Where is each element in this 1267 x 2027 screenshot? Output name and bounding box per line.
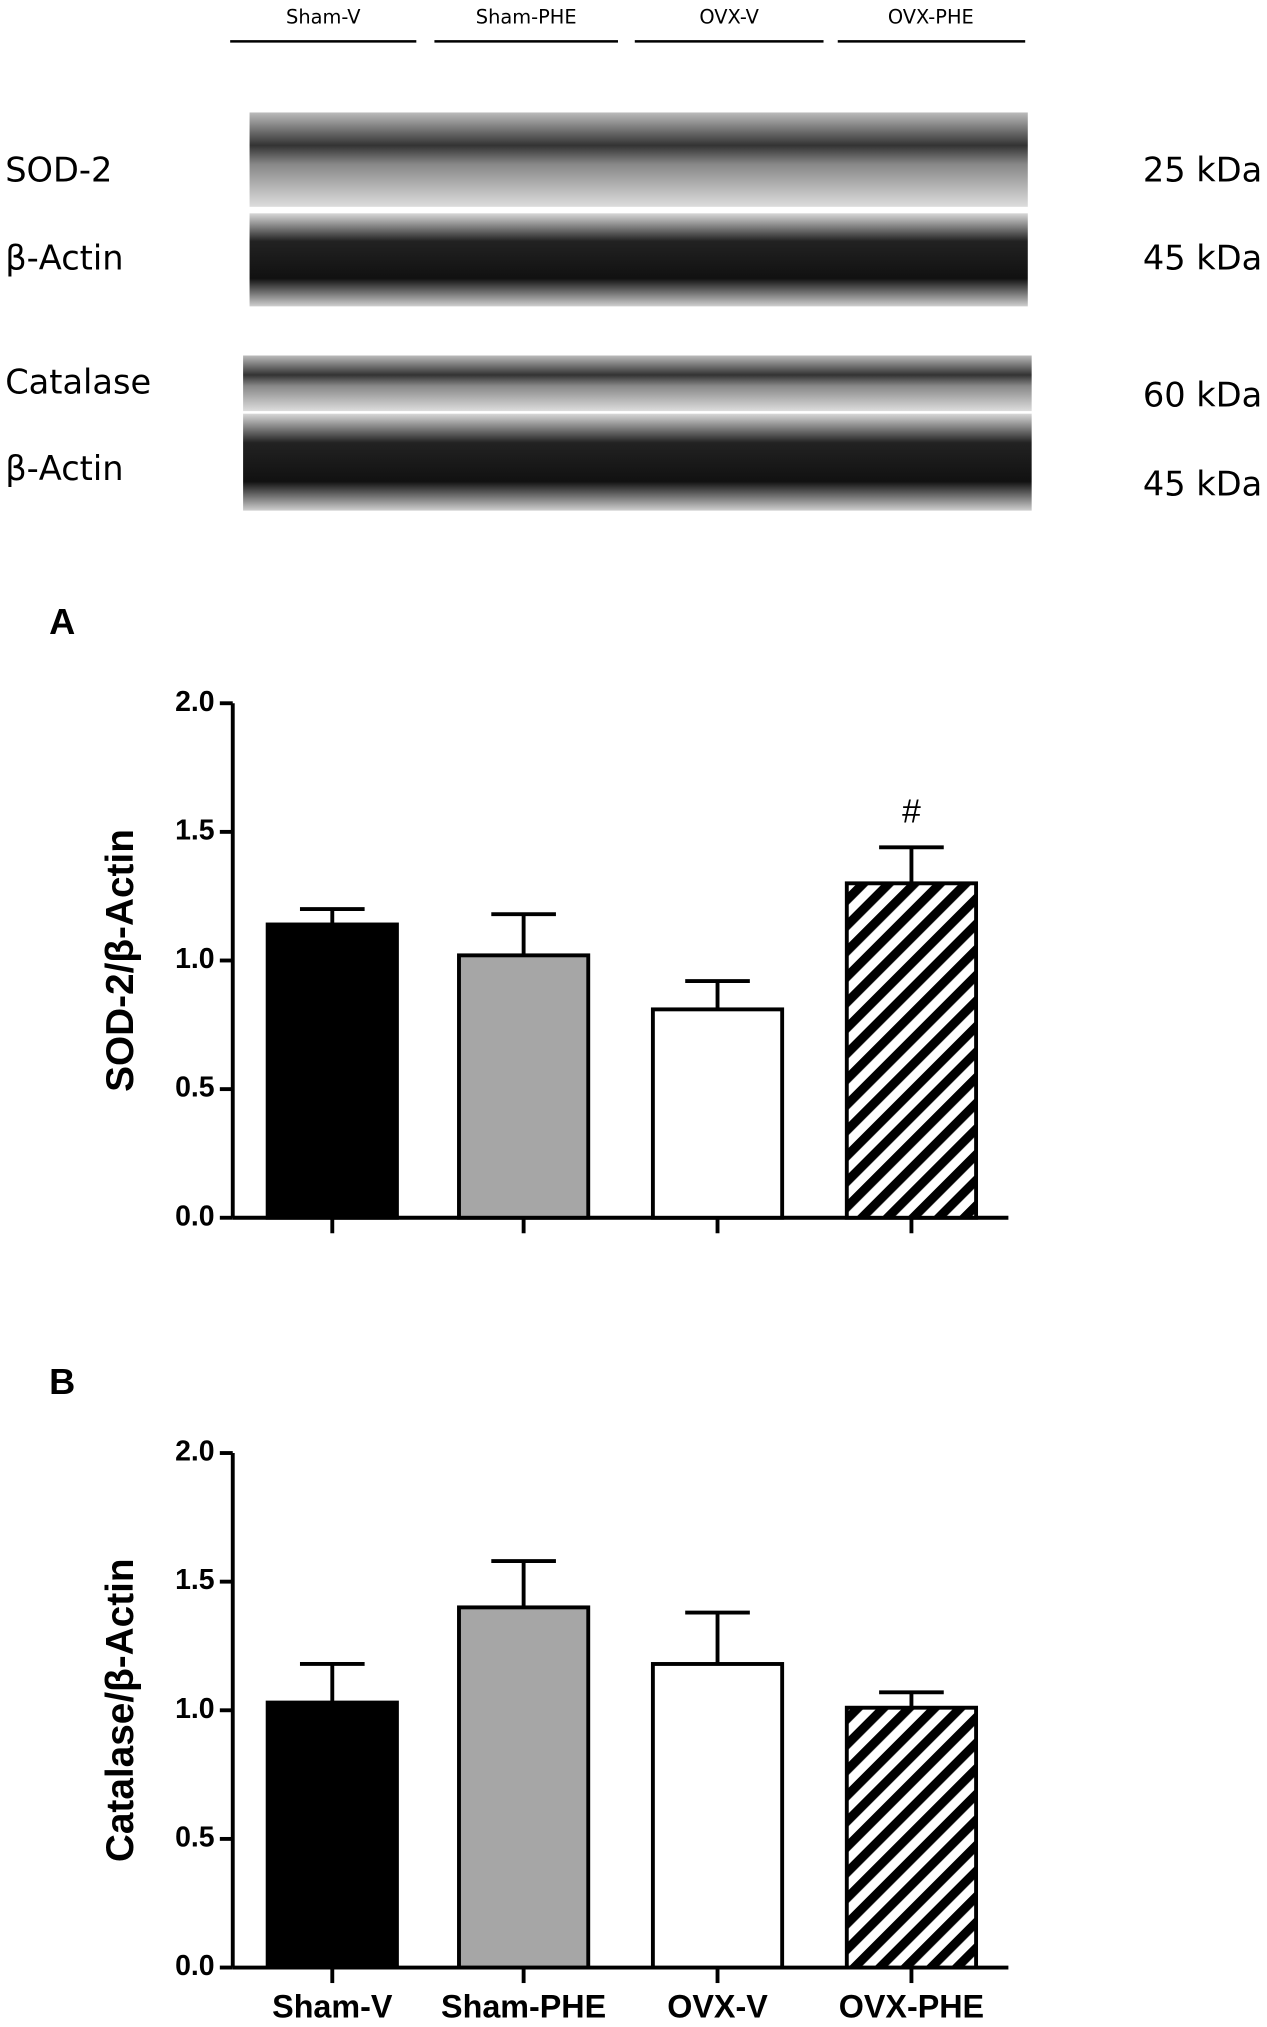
lane-label: OVX-PHE (888, 6, 974, 29)
y-tick-label: 1.5 (175, 814, 215, 846)
bar (650, 1662, 785, 1970)
bar (265, 1700, 399, 1970)
bar (844, 1705, 979, 1970)
y-tick-label: 0.5 (175, 1821, 215, 1853)
y-tick-label: 1.5 (175, 1564, 215, 1596)
y-axis-label: SOD-2/β-Actin (99, 829, 142, 1092)
bar (844, 881, 979, 1220)
protein-label: β-Actin (5, 238, 123, 277)
y-axis-label: Catalase/β-Actin (99, 1558, 142, 1862)
y-tick-label: 1.0 (175, 1693, 215, 1725)
panel-label: A (49, 601, 75, 642)
weight-label: 25 kDa (1143, 150, 1262, 189)
bar (265, 922, 399, 1220)
x-tick-label: OVX-PHE (839, 1988, 984, 2024)
weight-label: 45 kDa (1143, 465, 1262, 504)
lane-label: Sham-V (286, 6, 361, 29)
weight-label: 60 kDa (1143, 375, 1262, 414)
y-tick-label: 0.5 (175, 1072, 215, 1104)
y-tick-label: 2.0 (175, 686, 215, 718)
x-tick-label: Sham-PHE (441, 1988, 606, 2024)
y-tick-label: 1.0 (175, 943, 215, 975)
annotation: # (902, 794, 921, 831)
x-tick-label: Sham-V (272, 1988, 393, 2024)
panel-label: B (49, 1361, 75, 1402)
lane-label: Sham-PHE (476, 6, 577, 29)
blot-image (243, 112, 1032, 511)
weight-label: 45 kDa (1143, 238, 1262, 277)
y-tick-label: 0.0 (175, 1200, 215, 1232)
bar (457, 953, 591, 1220)
y-tick-label: 2.0 (175, 1436, 215, 1468)
lane-label: OVX-V (699, 6, 759, 29)
y-tick-label: 0.0 (175, 1950, 215, 1982)
protein-label: SOD-2 (5, 150, 112, 189)
protein-label: β-Actin (5, 449, 123, 488)
x-tick-label: OVX-V (667, 1988, 768, 2024)
bar (650, 1007, 785, 1220)
bar (457, 1605, 591, 1970)
protein-label: Catalase (5, 362, 151, 401)
